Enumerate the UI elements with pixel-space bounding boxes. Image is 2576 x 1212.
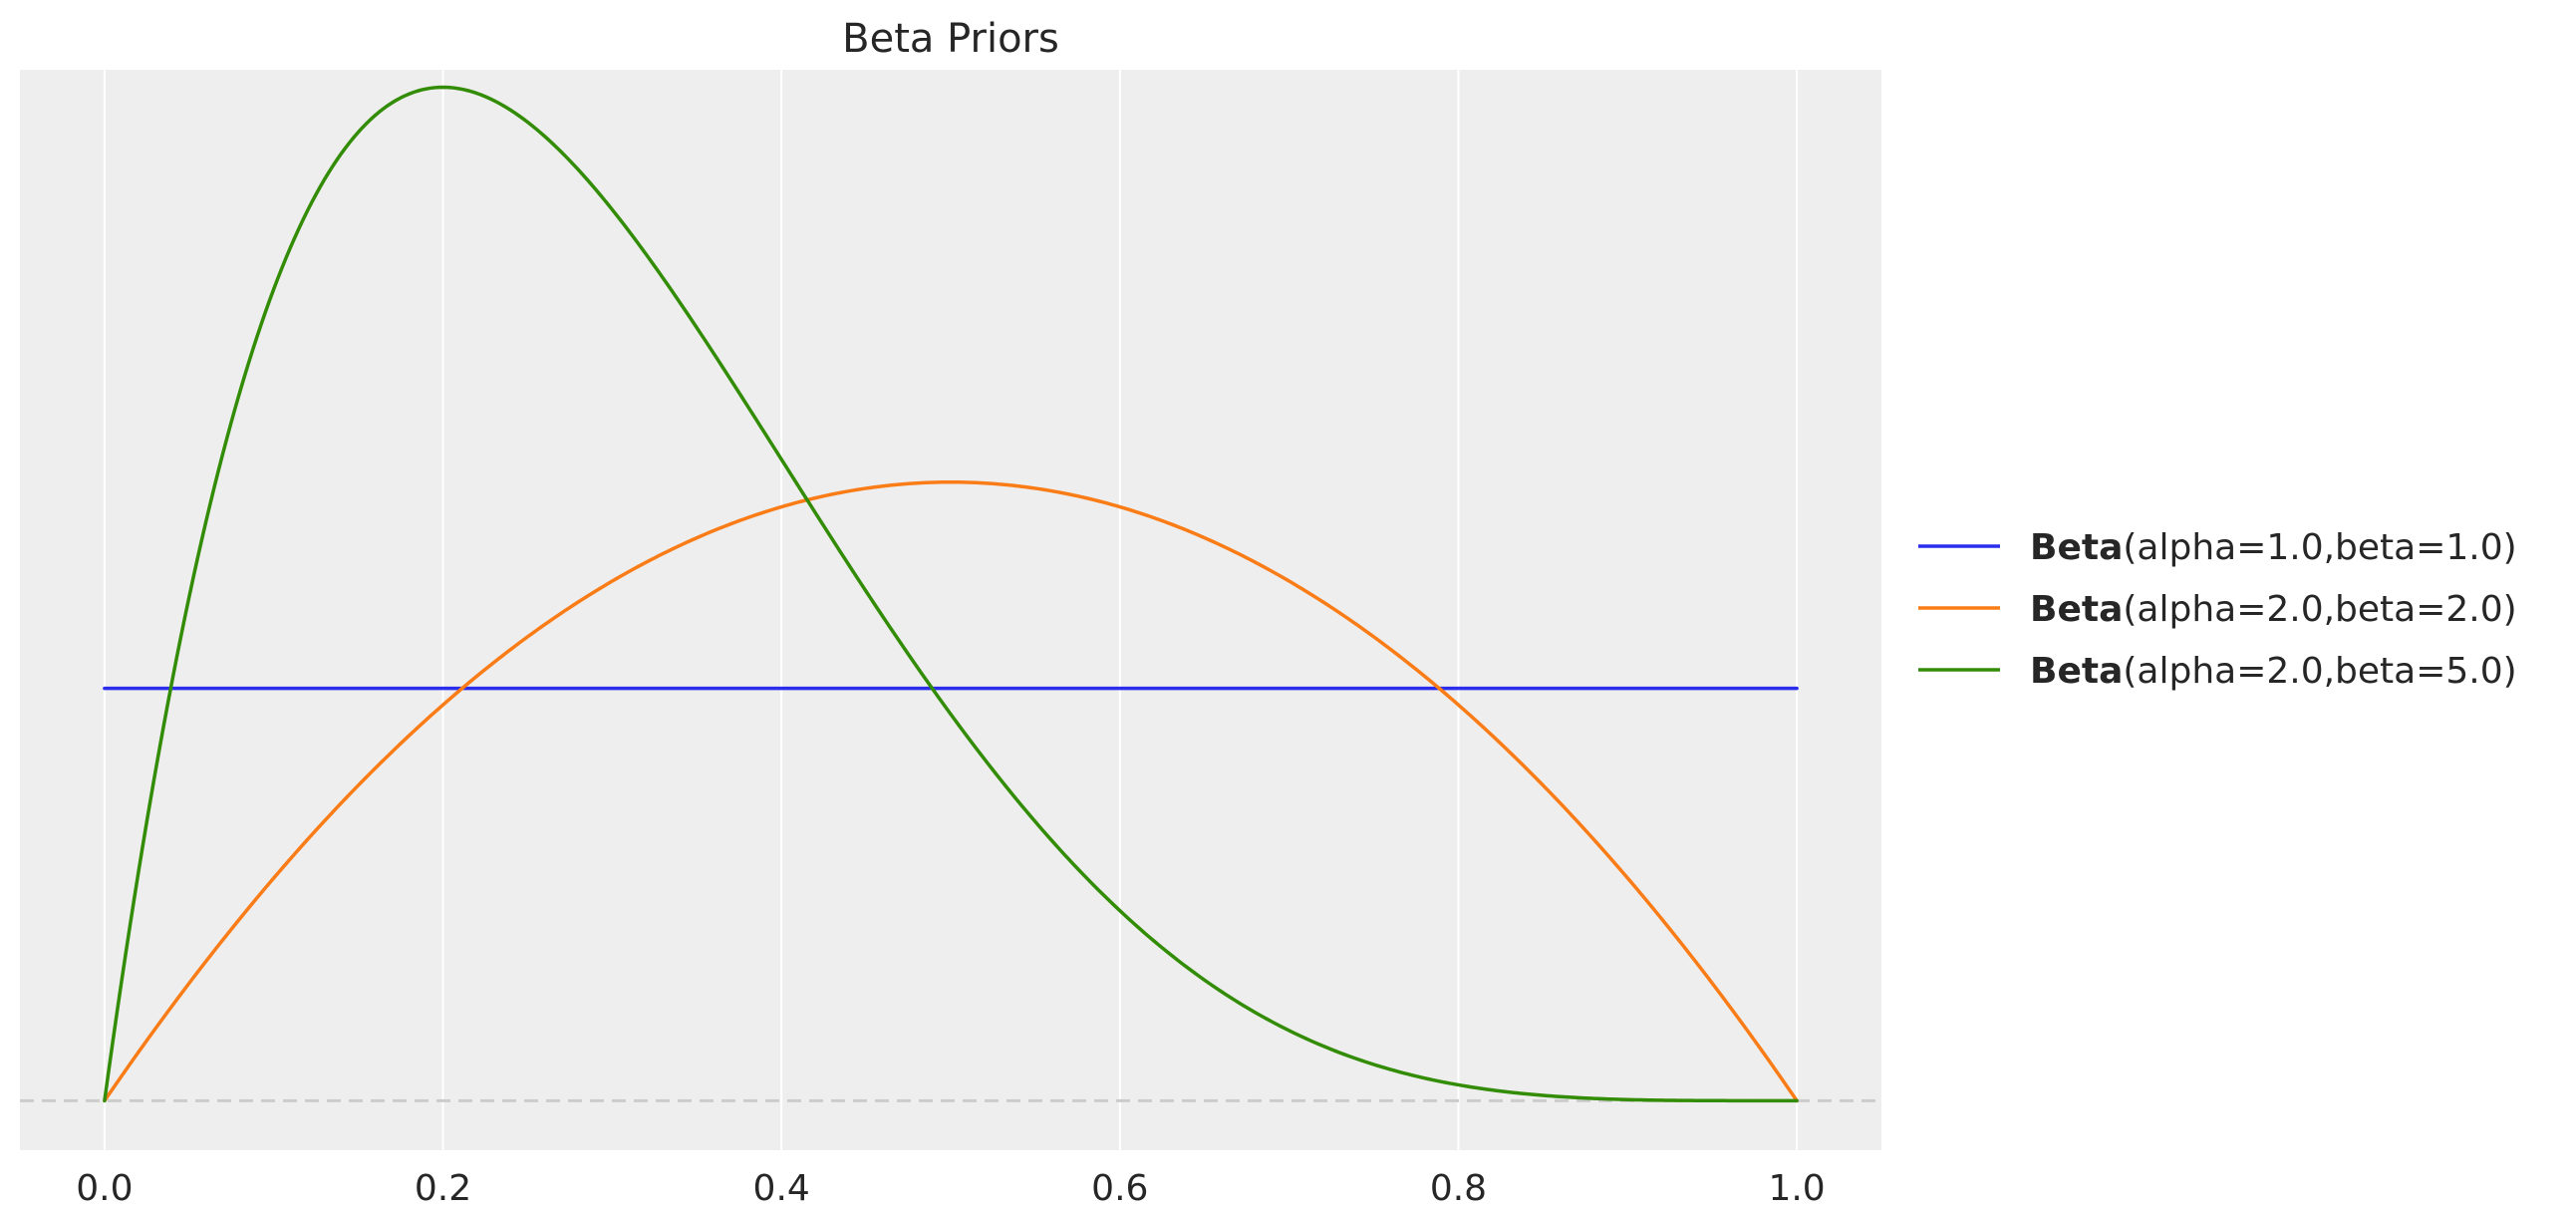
x-tick-label-2: 0.4 [753, 1168, 810, 1209]
x-tick-label-3: 0.6 [1091, 1168, 1148, 1209]
legend-label-0: Beta(alpha=1.0,beta=1.0) [2030, 527, 2517, 568]
x-tick-label-1: 0.2 [415, 1168, 471, 1209]
series-lines [103, 85, 1799, 1103]
x-tick-label-0: 0.0 [76, 1168, 133, 1209]
grid-lines [103, 70, 1799, 1150]
legend-label-bold-0: Beta [2030, 527, 2123, 568]
legend-label-1: Beta(alpha=2.0,beta=2.0) [2030, 589, 2517, 630]
legend-label-bold-2: Beta [2030, 651, 2123, 692]
legend-label-2: Beta(alpha=2.0,beta=5.0) [2030, 651, 2517, 692]
legend-label-params-2: (alpha=2.0,beta=5.0) [2123, 651, 2516, 692]
plot-background [20, 70, 1881, 1150]
legend-label-params-1: (alpha=2.0,beta=2.0) [2123, 589, 2516, 630]
x-tick-labels: 0.0 0.2 0.4 0.6 0.8 1.0 [76, 1168, 1825, 1209]
legend-label-params-0: (alpha=1.0,beta=1.0) [2123, 527, 2516, 568]
legend: Beta(alpha=1.0,beta=1.0)Beta(alpha=2.0,b… [1918, 527, 2517, 692]
x-tick-label-4: 0.8 [1430, 1168, 1487, 1209]
series-line-2 [103, 85, 1799, 1103]
x-tick-label-5: 1.0 [1768, 1168, 1825, 1209]
series-line-1 [103, 479, 1799, 1103]
chart-title: Beta Priors [842, 16, 1059, 62]
legend-label-bold-1: Beta [2030, 589, 2123, 630]
